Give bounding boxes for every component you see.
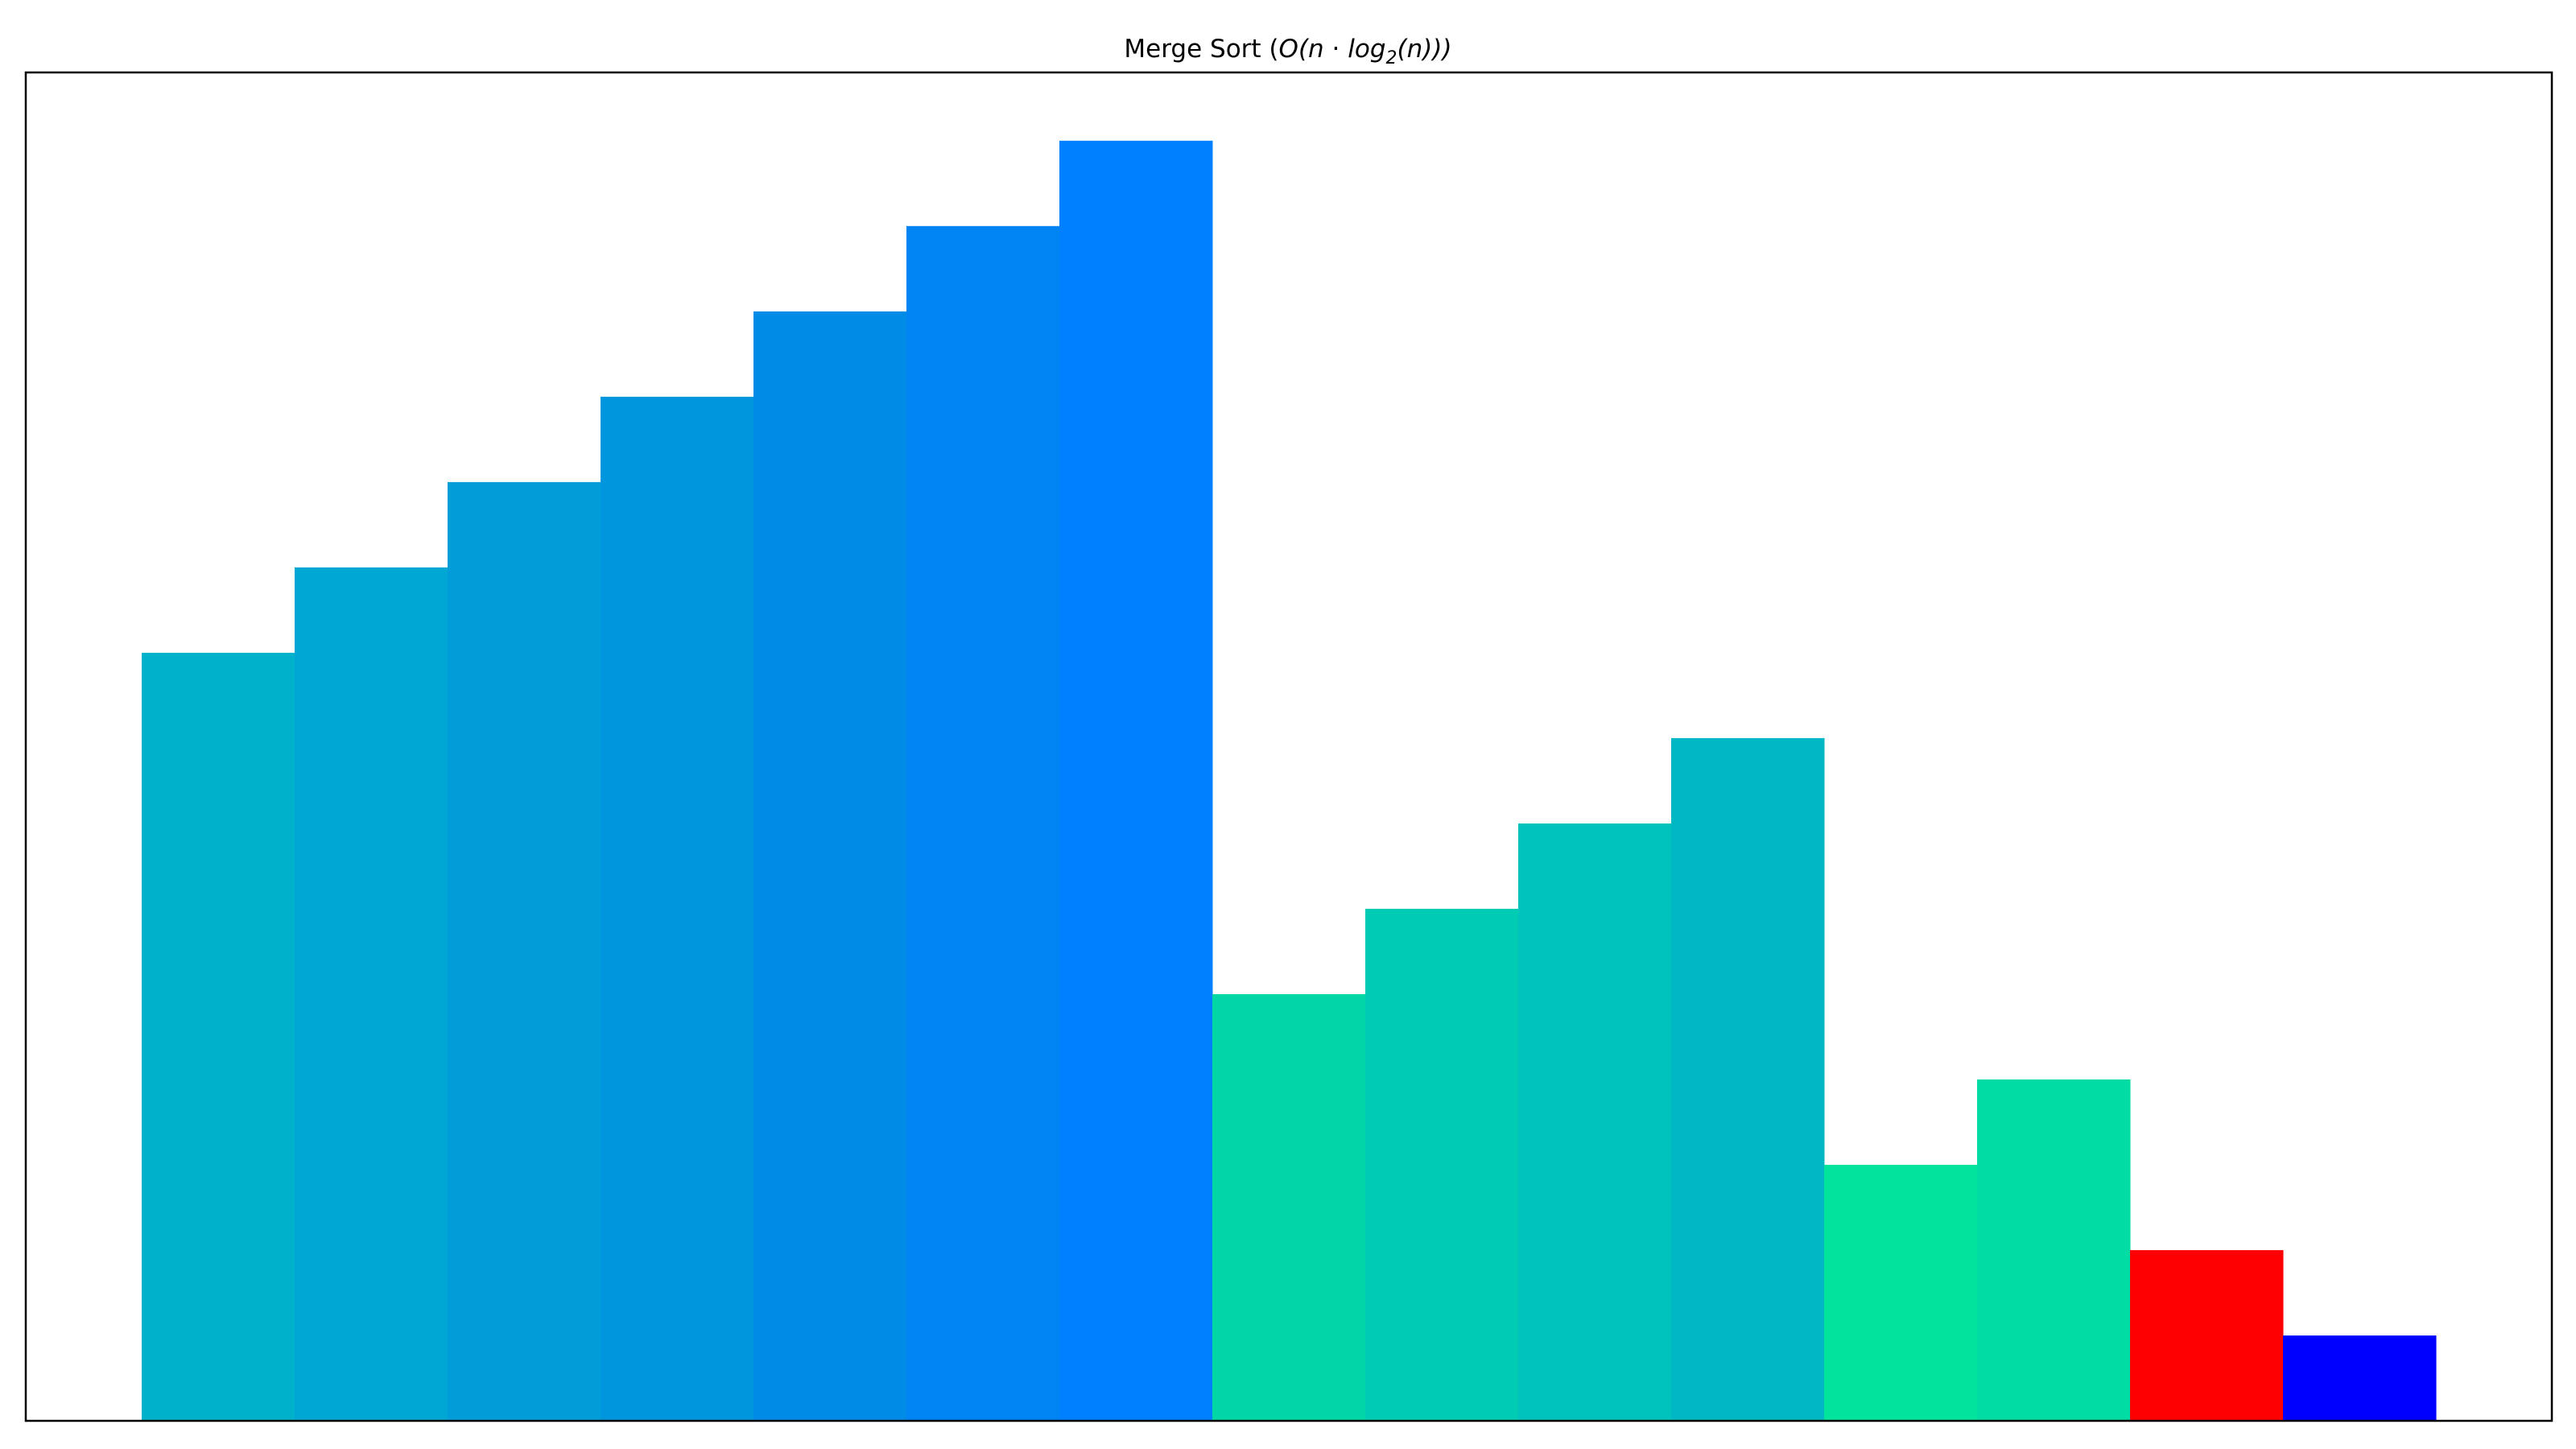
bar-14	[2130, 1249, 2284, 1421]
title-prefix: Merge Sort (	[1124, 35, 1278, 64]
bar-11	[1671, 737, 1825, 1421]
title-open-paren: (	[1298, 35, 1310, 64]
title-big-o: O	[1279, 35, 1298, 64]
title-dot: ·	[1324, 35, 1348, 64]
title-close-parens: )))	[1421, 35, 1451, 64]
title-log: log	[1348, 35, 1385, 64]
plot-frame	[24, 71, 2553, 1422]
bar-1	[142, 652, 295, 1421]
bar-6	[906, 225, 1060, 1421]
bar-7	[1059, 140, 1213, 1421]
title-n: n	[1308, 35, 1324, 64]
bar-10	[1518, 823, 1672, 1421]
bar-2	[295, 567, 448, 1421]
bar-3	[448, 481, 601, 1421]
bar-series	[142, 140, 2437, 1422]
bar-15	[2283, 1335, 2437, 1421]
bar-8	[1212, 993, 1366, 1421]
bar-5	[753, 311, 907, 1422]
title-open-paren-2: (	[1397, 35, 1409, 64]
title-log-base: 2	[1386, 48, 1397, 68]
chart-title: Merge Sort (O(n · log2(n)))	[1124, 35, 1451, 68]
bar-12	[1824, 1164, 1978, 1421]
bar-13	[1977, 1079, 2131, 1421]
bar-9	[1365, 908, 1519, 1421]
bar-4	[601, 396, 754, 1422]
title-n-2: n	[1407, 35, 1423, 64]
